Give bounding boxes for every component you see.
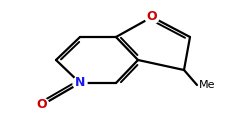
Text: Me: Me <box>199 80 215 90</box>
Text: O: O <box>37 99 47 111</box>
Text: O: O <box>147 11 157 24</box>
Circle shape <box>145 10 159 24</box>
Circle shape <box>35 98 49 112</box>
Text: N: N <box>75 76 85 90</box>
Circle shape <box>73 76 87 90</box>
